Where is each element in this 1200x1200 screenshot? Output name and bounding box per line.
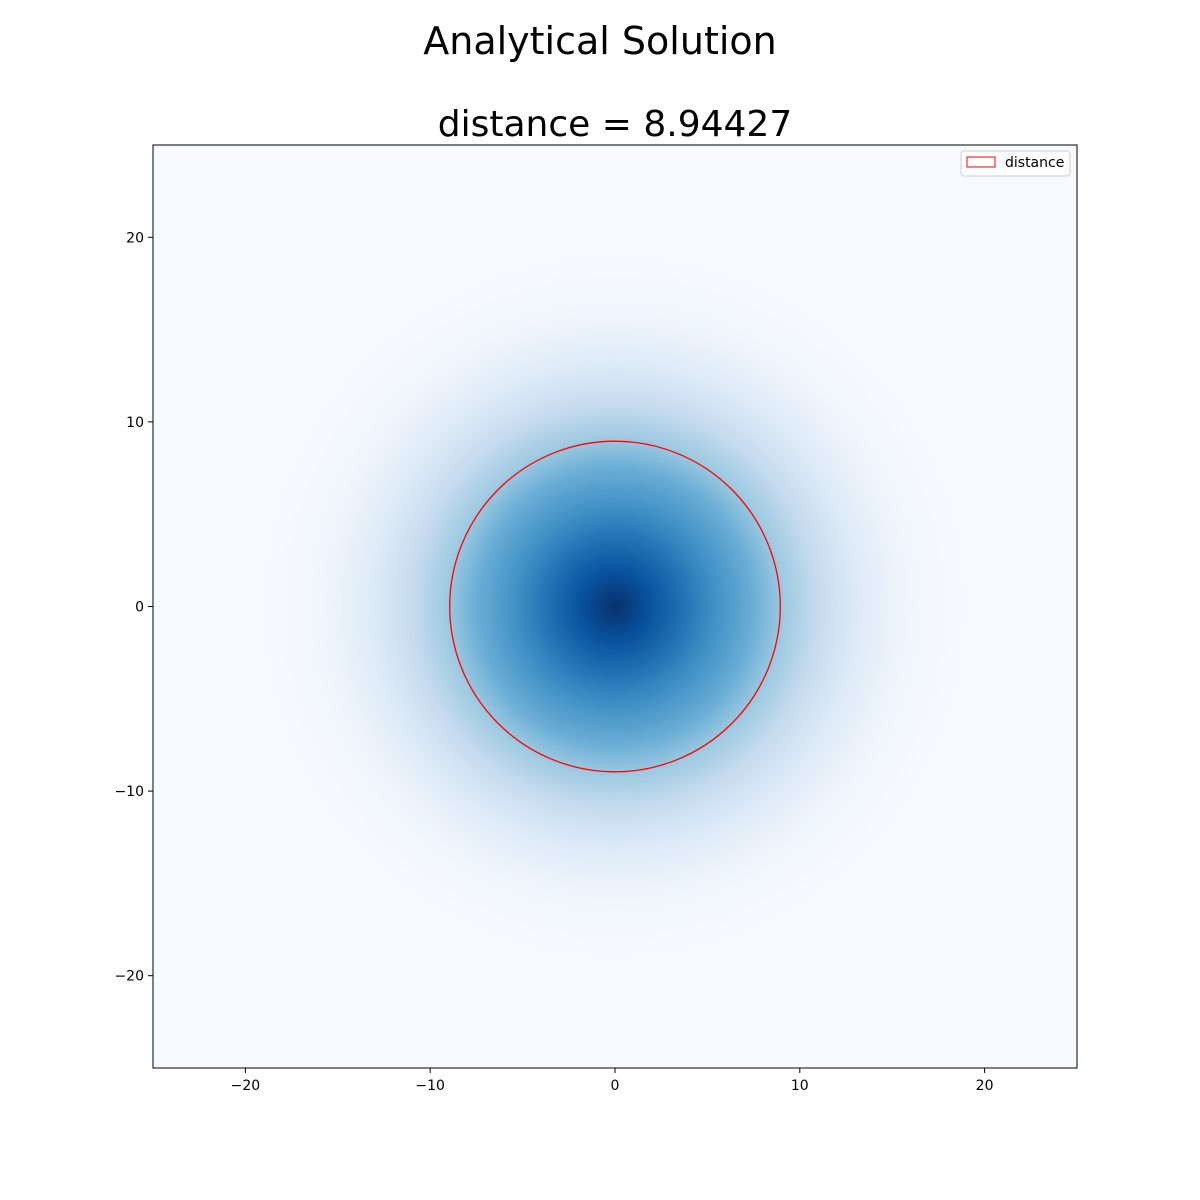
x-tick-label: 0 xyxy=(611,1078,620,1094)
y-tick-label: −10 xyxy=(114,784,144,800)
x-axis-ticks: −20 −10 0 10 20 xyxy=(231,1068,994,1094)
x-tick-label: −20 xyxy=(231,1078,261,1094)
legend-label: distance xyxy=(1005,155,1064,171)
heatmap-field xyxy=(153,145,1077,1068)
x-tick-label: 20 xyxy=(976,1078,994,1094)
axes-title: distance = 8.94427 xyxy=(438,104,792,145)
x-tick-label: 10 xyxy=(791,1078,809,1094)
x-tick-label: −10 xyxy=(415,1078,445,1094)
figure-title: Analytical Solution xyxy=(423,19,777,63)
legend: distance xyxy=(960,150,1071,177)
y-tick-label: −20 xyxy=(114,969,144,985)
distance-circle xyxy=(449,440,781,773)
plot-area xyxy=(152,144,1078,1069)
y-tick-label: 20 xyxy=(126,230,144,246)
y-tick-label: 0 xyxy=(135,600,144,616)
legend-swatch xyxy=(966,156,996,168)
y-tick-label: 10 xyxy=(126,415,144,431)
y-axis-ticks: −20 −10 0 10 20 xyxy=(114,230,153,985)
